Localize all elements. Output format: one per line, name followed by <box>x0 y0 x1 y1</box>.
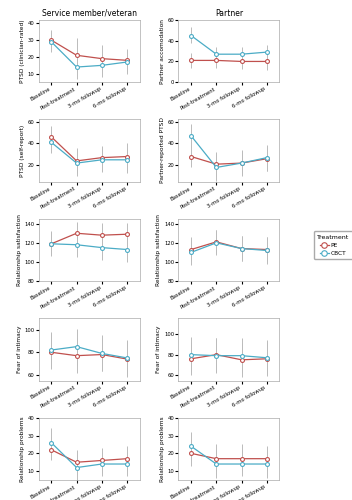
Y-axis label: Fear of intimacy: Fear of intimacy <box>156 326 161 373</box>
Y-axis label: Relationship problems: Relationship problems <box>160 416 165 482</box>
Y-axis label: Relationship satisfaction: Relationship satisfaction <box>156 214 161 286</box>
Y-axis label: Relationship problems: Relationship problems <box>20 416 25 482</box>
Y-axis label: Partner-reported PTSD: Partner-reported PTSD <box>160 118 165 184</box>
Y-axis label: Partner accomodation: Partner accomodation <box>160 18 165 84</box>
Legend: PE, CBCT: PE, CBCT <box>314 231 352 259</box>
Y-axis label: PTSD (self-report): PTSD (self-report) <box>20 124 25 176</box>
Title: Service member/veteran: Service member/veteran <box>42 9 137 18</box>
Y-axis label: Relationship satisfaction: Relationship satisfaction <box>17 214 22 286</box>
Y-axis label: PTSD (clinician-rated): PTSD (clinician-rated) <box>20 20 25 83</box>
Y-axis label: Fear of intimacy: Fear of intimacy <box>17 326 22 373</box>
Title: Partner: Partner <box>215 9 243 18</box>
